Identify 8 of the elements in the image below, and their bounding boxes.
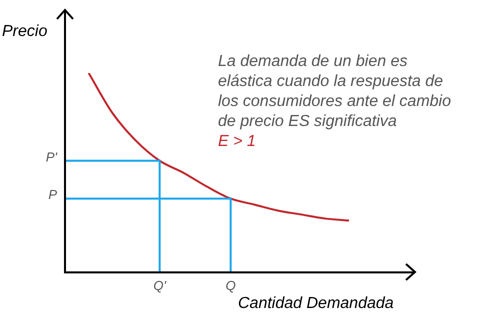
annotation: P' [46,149,58,164]
annotation: E > 1 [218,133,256,150]
x-tick-label: Q' [153,278,166,293]
x-tick-label: Q [226,278,236,293]
x-axis-title: Cantidad Demandada [238,295,394,312]
annotation: P [48,187,58,202]
annotation: La demanda de un bien es elástica cuando la respuesta de los consumidores ante el cambio de precio ES significativa [218,53,452,130]
y-axis-title: Precio [2,23,48,40]
